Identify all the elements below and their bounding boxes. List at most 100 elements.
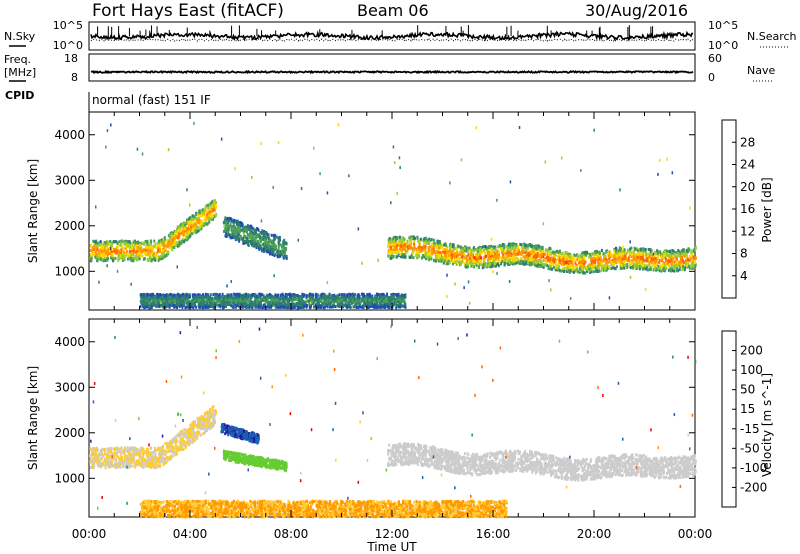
echo-cell	[178, 297, 181, 301]
echo-cell	[200, 220, 202, 224]
echo-cell	[145, 251, 148, 255]
echo-cell	[336, 294, 339, 298]
echo-cell	[495, 251, 498, 255]
echo-cell	[258, 233, 261, 237]
echo-cell	[189, 216, 192, 220]
echo-cell	[404, 250, 407, 254]
echo-cell	[348, 305, 351, 309]
echo-cell	[281, 296, 284, 300]
echo-cell	[259, 231, 262, 235]
echo-cell	[241, 299, 244, 303]
echo-cell	[227, 294, 229, 298]
echo-cell	[674, 260, 676, 264]
echo-cell	[377, 299, 379, 303]
echo-cell	[306, 299, 309, 303]
echo-cell	[278, 301, 281, 305]
echo-cell	[168, 305, 171, 309]
echo-cell	[154, 299, 157, 303]
echo-cell	[672, 249, 675, 253]
echo-cell	[200, 224, 203, 228]
echo-cell	[235, 305, 237, 309]
echo-cell	[437, 244, 440, 248]
echo-cell	[192, 306, 195, 310]
echo-cell	[150, 295, 153, 299]
echo-cell	[492, 260, 494, 264]
echo-cell	[571, 258, 574, 261]
echo-cell	[583, 257, 586, 261]
echo-cell	[156, 246, 159, 250]
echo-cell	[154, 297, 156, 300]
echo-cell	[395, 302, 397, 306]
echo-cell	[156, 292, 159, 296]
echo-cell	[254, 239, 257, 243]
echo-cell	[236, 231, 239, 235]
echo-cell	[148, 304, 151, 308]
echo-cell	[262, 243, 265, 247]
echo-cell	[140, 296, 143, 300]
echo-cell	[585, 269, 588, 273]
echo-cell	[319, 305, 322, 309]
echo-cell	[150, 293, 153, 297]
echo-cell	[104, 259, 107, 263]
echo-cell	[165, 253, 168, 257]
echo-cell	[300, 303, 303, 307]
echo-cell	[638, 252, 641, 255]
echo-cell	[109, 252, 111, 255]
echo-cell	[395, 255, 398, 259]
echo-cell	[470, 248, 473, 252]
echo-cell	[662, 266, 665, 270]
echo-cell	[138, 243, 141, 247]
echo-cell	[548, 265, 551, 269]
echo-cell	[206, 222, 209, 226]
echo-cell	[648, 263, 651, 267]
echo-cell	[421, 256, 423, 260]
echo-cell	[92, 246, 94, 250]
echo-cell	[213, 296, 216, 300]
echo-cell	[382, 305, 384, 309]
echo-cell	[313, 300, 316, 304]
echo-cell	[245, 292, 248, 296]
echo-cell	[616, 249, 619, 253]
echo-cell	[228, 299, 231, 302]
echo-cell	[416, 246, 419, 250]
echo-cell	[694, 246, 697, 250]
echo-cell	[575, 263, 578, 267]
echo-cell	[178, 301, 181, 305]
echo-cell	[619, 262, 622, 266]
echo-cell	[136, 249, 139, 253]
echo-cell	[149, 298, 152, 302]
echo-cell	[256, 304, 259, 308]
echo-cell	[457, 256, 460, 260]
echo-cell	[225, 296, 228, 299]
echo-cell	[110, 254, 113, 258]
echo-cell	[163, 249, 166, 253]
echo-cell	[410, 235, 413, 239]
echo-cell	[158, 304, 161, 308]
echo-cell	[390, 245, 392, 249]
echo-cell	[523, 262, 526, 266]
echo-cell	[124, 254, 127, 258]
echo-cell	[241, 228, 244, 232]
echo-cell	[396, 300, 399, 303]
echo-cell	[287, 293, 290, 297]
echo-cell	[636, 249, 639, 253]
echo-cell	[456, 261, 459, 265]
echo-cell	[225, 226, 228, 230]
echo-cell	[260, 299, 263, 303]
echo-cell	[214, 297, 217, 301]
echo-cell	[252, 238, 255, 242]
echo-cell	[386, 294, 389, 298]
echo-cell	[388, 244, 391, 248]
echo-cell	[542, 263, 545, 266]
echo-cell	[173, 246, 176, 249]
echo-cell	[327, 296, 329, 300]
echo-cell	[685, 249, 688, 253]
echo-cell	[293, 295, 296, 299]
echo-cell	[484, 255, 487, 259]
echo-cell	[124, 246, 127, 250]
echo-cell	[231, 236, 234, 240]
echo-cell	[244, 228, 247, 232]
echo-cell	[624, 260, 627, 264]
echo-cell	[507, 259, 510, 263]
echo-cell	[632, 252, 634, 256]
